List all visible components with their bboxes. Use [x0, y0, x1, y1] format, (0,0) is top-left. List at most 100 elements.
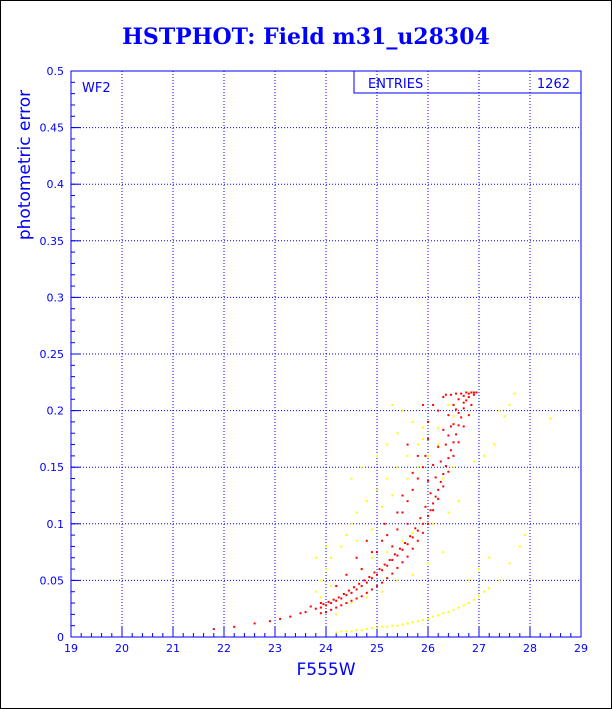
- data-point: [396, 511, 399, 514]
- data-point: [455, 433, 458, 436]
- x-tick-label: 28: [523, 642, 537, 655]
- data-point: [488, 556, 491, 559]
- data-point: [325, 545, 327, 548]
- data-point: [319, 579, 322, 582]
- data-point: [383, 522, 386, 525]
- data-point: [462, 425, 465, 428]
- data-point: [345, 573, 348, 576]
- data-point: [335, 606, 338, 609]
- data-point: [432, 522, 435, 525]
- data-point: [444, 465, 447, 468]
- data-point: [335, 599, 338, 602]
- data-point: [396, 566, 399, 569]
- data-point: [416, 539, 419, 542]
- data-point: [493, 443, 496, 446]
- data-point: [325, 604, 327, 607]
- data-point: [434, 495, 437, 498]
- data-point: [360, 585, 363, 588]
- data-point: [439, 480, 442, 483]
- data-point: [434, 476, 437, 479]
- data-point: [381, 505, 384, 508]
- data-point: [388, 559, 391, 562]
- x-tick-label: 24: [319, 642, 333, 655]
- data-point: [365, 596, 368, 599]
- data-point: [365, 581, 368, 584]
- stats-value: 1262: [537, 77, 570, 92]
- data-point: [322, 603, 325, 606]
- data-point: [437, 497, 440, 500]
- data-point: [421, 403, 424, 406]
- data-point: [381, 569, 384, 572]
- data-point: [360, 568, 363, 571]
- data-point: [383, 563, 386, 566]
- data-point: [253, 622, 256, 625]
- data-point: [427, 617, 429, 620]
- data-point: [452, 466, 455, 469]
- data-point: [332, 598, 335, 601]
- data-point: [488, 587, 491, 590]
- data-point: [416, 466, 419, 469]
- data-point: [470, 403, 473, 406]
- data-point: [427, 522, 429, 525]
- data-point: [363, 579, 366, 582]
- data-point: [376, 454, 378, 457]
- data-points: [212, 391, 552, 634]
- data-point: [355, 556, 358, 559]
- x-tick-label: 22: [217, 642, 231, 655]
- data-point: [421, 466, 424, 469]
- data-point: [498, 409, 501, 412]
- data-point: [381, 590, 384, 593]
- data-point: [401, 561, 404, 564]
- data-point: [330, 602, 333, 605]
- data-point: [340, 545, 343, 548]
- data-point: [455, 408, 458, 411]
- data-point: [365, 628, 368, 631]
- data-point: [411, 547, 414, 550]
- data-point: [391, 624, 394, 627]
- x-tick-label: 20: [115, 642, 129, 655]
- data-point: [462, 407, 465, 410]
- data-point: [381, 625, 384, 628]
- data-point: [483, 454, 486, 457]
- data-point: [314, 607, 317, 610]
- corner-label: WF2: [82, 81, 111, 96]
- data-point: [355, 629, 358, 632]
- data-point: [376, 626, 378, 629]
- y-tick-label: 0.3: [47, 291, 65, 304]
- data-point: [421, 522, 424, 525]
- data-point: [386, 477, 389, 480]
- data-point: [345, 602, 348, 605]
- data-point: [370, 551, 373, 554]
- data-point: [416, 620, 419, 623]
- x-tick-label: 21: [166, 642, 180, 655]
- data-point: [340, 597, 343, 600]
- data-point: [455, 392, 458, 395]
- data-point: [345, 534, 348, 537]
- data-point: [353, 586, 356, 589]
- x-tick-label: 23: [268, 642, 282, 655]
- data-point: [330, 608, 333, 611]
- data-point: [355, 539, 358, 542]
- data-point: [460, 416, 463, 419]
- data-point: [370, 556, 373, 559]
- data-point: [335, 585, 338, 588]
- x-tick-label: 29: [574, 642, 588, 655]
- data-point: [427, 562, 429, 565]
- data-point: [401, 539, 404, 542]
- data-point: [457, 441, 460, 444]
- data-point: [442, 612, 445, 615]
- data-point: [396, 432, 399, 435]
- data-point: [406, 522, 409, 525]
- data-point: [396, 466, 399, 469]
- data-point: [330, 556, 333, 559]
- data-point: [350, 522, 353, 525]
- data-point: [437, 614, 440, 617]
- data-point: [411, 420, 414, 423]
- data-point: [411, 621, 414, 624]
- data-point: [365, 500, 368, 503]
- data-point: [396, 528, 399, 531]
- data-point: [396, 624, 399, 627]
- data-point: [421, 437, 424, 440]
- data-point: [472, 598, 475, 601]
